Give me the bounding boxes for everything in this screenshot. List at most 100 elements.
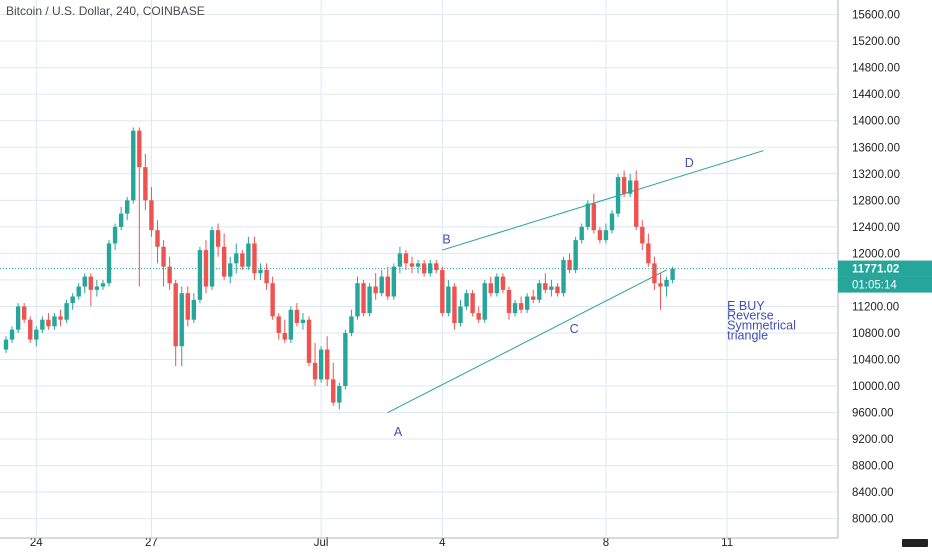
candle-up	[458, 306, 463, 324]
candle-down	[221, 246, 227, 277]
candle-up	[537, 283, 542, 300]
candle-up	[246, 243, 251, 267]
candle-up	[64, 303, 69, 320]
candle-up	[337, 386, 342, 403]
candle-down	[409, 263, 415, 267]
candle-up	[70, 296, 75, 304]
candle-up	[482, 283, 487, 320]
candle-up	[579, 226, 584, 241]
time-tick-label: 24	[30, 537, 43, 549]
candle-up	[288, 309, 294, 340]
annotation-label: D	[685, 156, 694, 170]
candle-up	[52, 316, 57, 327]
tradingview-logo-icon	[902, 539, 928, 547]
candle-up	[561, 260, 566, 294]
annotation-label: A	[394, 425, 403, 439]
last-price-label: 11771.02	[852, 264, 899, 276]
candle-up	[131, 130, 136, 201]
candle-down	[88, 276, 94, 290]
candle-up	[397, 253, 403, 267]
price-tick-label: 10400.00	[852, 354, 900, 366]
candle-down	[597, 230, 603, 241]
price-tick-label: 12000.00	[852, 248, 900, 260]
candle-up	[234, 253, 239, 264]
candle-down	[203, 250, 209, 287]
candle-up	[379, 276, 384, 294]
candle-up	[15, 306, 21, 330]
price-tick-label: 11200.00	[852, 301, 899, 313]
countdown-badge	[838, 276, 932, 293]
candle-up	[106, 243, 112, 284]
candle-down	[252, 243, 257, 274]
candle-up	[615, 177, 621, 214]
chart-title: Bitcoin / U.S. Dollar, 240, COINBASE	[6, 4, 205, 18]
candle-down	[506, 289, 512, 314]
candle-up	[118, 213, 124, 227]
annotation-label: Symmetrical	[727, 319, 796, 333]
candle-up	[524, 296, 530, 310]
candle-down	[373, 286, 378, 294]
price-axis[interactable]: 8000.00 8400.00 8800.00 9200.00 9600.00 10000…	[837, 0, 932, 538]
price-tick-label: 13200.00	[852, 169, 900, 181]
candle-down	[294, 309, 300, 324]
price-tick-label: 9200.00	[852, 434, 894, 446]
time-axis[interactable]: 24 27 Jul 4 8 11	[0, 537, 838, 549]
annotation-label: triangle	[727, 329, 768, 343]
candle-down	[658, 283, 663, 287]
trendline[interactable]	[387, 269, 667, 413]
candle-down	[361, 283, 366, 314]
candle-down	[652, 263, 657, 284]
candle-down	[306, 319, 312, 363]
price-tick-label: 13600.00	[852, 142, 900, 154]
candle-up	[355, 283, 360, 317]
candle-down	[167, 266, 172, 284]
candle-down	[476, 313, 481, 320]
candle-up	[94, 286, 100, 290]
candle-down	[46, 319, 51, 327]
candle-up	[464, 293, 469, 307]
candle-down	[58, 316, 63, 320]
candle-up	[318, 349, 324, 380]
candle-up	[82, 276, 87, 287]
candle-down	[28, 319, 33, 340]
candle-up	[9, 329, 15, 340]
candle-up	[100, 283, 106, 287]
candle-up	[228, 263, 233, 277]
candle-up	[609, 213, 615, 231]
candle-up	[40, 319, 45, 330]
candle-down	[161, 246, 166, 267]
candle-down	[434, 263, 439, 270]
candle-up	[125, 200, 130, 214]
candle-up	[300, 319, 306, 324]
candle-up	[391, 266, 397, 297]
candle-down	[385, 276, 390, 297]
trendline[interactable]	[442, 150, 764, 251]
candle-down	[173, 283, 178, 347]
price-tick-label: 12800.00	[852, 195, 900, 207]
annotation-label: Reverse	[727, 309, 774, 323]
annotation-label: C	[570, 322, 579, 336]
price-tick-label: 14000.00	[852, 116, 900, 128]
time-tick-label: Jul	[314, 537, 329, 549]
candle-up	[179, 293, 184, 347]
annotation-label: B	[442, 232, 450, 246]
candle-up	[603, 230, 609, 241]
candle-down	[555, 286, 560, 294]
candle-down	[276, 316, 281, 333]
candle-up	[349, 316, 354, 333]
annotation-label: E BUY	[727, 299, 765, 313]
candle-down	[591, 203, 597, 231]
candle-down	[452, 286, 457, 324]
candle-down	[421, 263, 427, 274]
candle-down	[331, 379, 336, 403]
trendlines[interactable]	[387, 150, 764, 413]
price-tick-label: 12400.00	[852, 222, 900, 234]
candle-up	[664, 279, 669, 287]
time-tick-label: 4	[439, 537, 446, 549]
candle-up	[258, 269, 263, 274]
time-tick-label: 11	[721, 537, 733, 549]
candle-down	[282, 332, 287, 340]
